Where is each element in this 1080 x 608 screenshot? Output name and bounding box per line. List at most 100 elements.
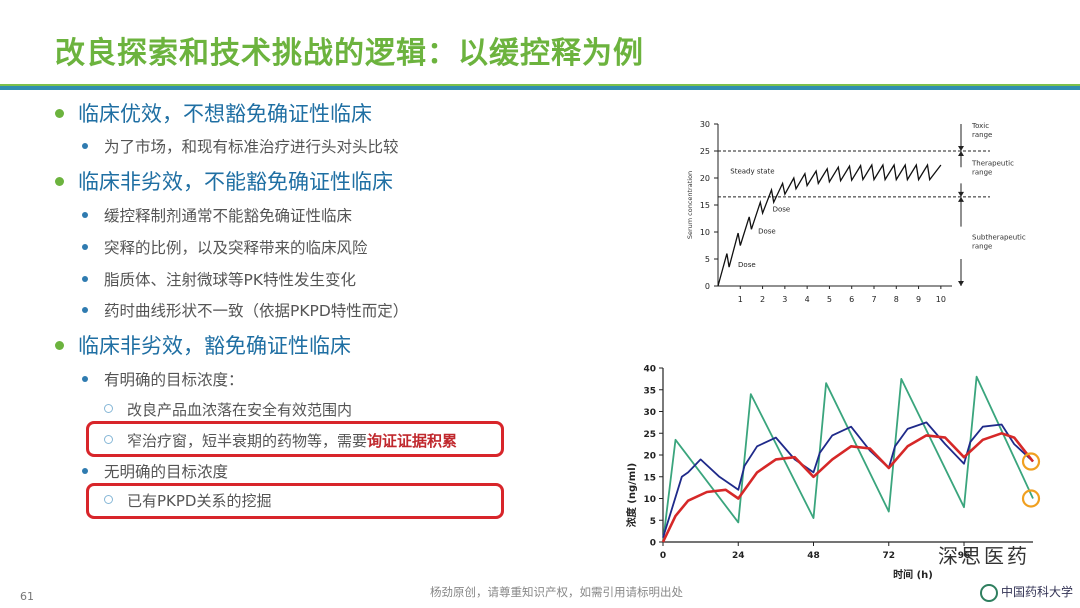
y-axis-label: 浓度 (ng/ml)	[625, 463, 638, 527]
x-tick-label: 0	[660, 551, 666, 561]
y-tick-label: 5	[650, 517, 656, 527]
logo-text: 中国药科大学	[1001, 585, 1074, 599]
x-tick-label: 5	[827, 295, 832, 304]
y-tick-label: 5	[705, 255, 710, 264]
bullet-noninferior-not-exempt: 临床非劣效，不能豁免确证性临床	[55, 166, 393, 196]
sub-bullet: 突释的比例，以及突释带来的临床风险	[82, 236, 368, 258]
x-tick-label: 72	[882, 551, 895, 561]
bullet-text: 无明确的目标浓度	[104, 463, 229, 481]
series-red-curve	[661, 432, 1035, 543]
series-blue-curve	[662, 421, 1034, 538]
concentration-curve	[717, 163, 942, 287]
y-tick-label: 35	[643, 386, 656, 396]
highlight-circle	[1021, 452, 1041, 471]
bullet-text: 改良产品血浓落在安全有效范围内	[127, 401, 353, 419]
bullet-dot-icon	[82, 142, 88, 149]
bullet-dot-icon	[82, 275, 88, 282]
y-tick-label: 30	[700, 120, 710, 129]
x-tick-label: 3	[782, 295, 787, 304]
page-number: 61	[20, 590, 34, 603]
sub-bullet: 缓控释制剂通常不能豁免确证性临床	[82, 204, 352, 226]
bullet-text: 临床优效，不想豁免确证性临床	[78, 102, 372, 126]
subtherapeutic-range-label: Subtherapeutic	[972, 234, 1026, 242]
sub-bullet: 为了市场，和现有标准治疗进行头对头比较	[82, 135, 399, 157]
bullet-text: 脂质体、注射微球等PK特性发生变化	[104, 271, 357, 289]
ring-bullet-icon	[104, 404, 113, 413]
x-axis-label: 时间 (h)	[893, 568, 933, 581]
subtherapeutic-range-label: range	[972, 243, 992, 251]
therapeutic-arrow-down-head	[958, 191, 964, 197]
bullet-text: 药时曲线形状不一致（依据PKPD特性而定）	[104, 302, 409, 320]
bullet-dot-icon	[55, 108, 64, 118]
y-tick-label: 15	[643, 473, 656, 483]
highlight-box	[86, 421, 504, 457]
annotation-steady-state: Steady state	[730, 168, 774, 176]
bullet-text: 有明确的目标浓度：	[104, 371, 244, 389]
sub-bullet: 有明确的目标浓度：	[82, 368, 244, 390]
bullet-text: 临床非劣效，不能豁免确证性临床	[78, 170, 393, 194]
watermark: 深思医药	[938, 544, 1030, 568]
bullet-text: 为了市场，和现有标准治疗进行头对头比较	[104, 138, 399, 156]
x-tick-label: 2	[760, 295, 765, 304]
bullet-dot-icon	[55, 176, 64, 186]
steady-state-chart: 0 5 10 15 20 25 30 1 2 3 4 5 6 7 8 9 10 Serum concentrati…	[686, 120, 1026, 304]
ring-bullet-icon	[104, 435, 113, 444]
sub-sub-bullet: 已有PKPD关系的挖掘	[104, 490, 271, 511]
sub-bullet: 无明确的目标浓度	[82, 460, 228, 482]
x-tick-label: 48	[807, 551, 820, 561]
bullet-dot-icon	[82, 375, 88, 382]
bullet-text: 临床非劣效，豁免确证性临床	[78, 334, 351, 358]
y-axis-label: Serum concentration	[686, 171, 694, 239]
bullet-list: 临床优效，不想豁免确证性临床 为了市场，和现有标准治疗进行头对头比较 临床非劣效…	[55, 98, 504, 519]
x-tick-label: 10	[936, 295, 946, 304]
university-logo: 中国药科大学	[980, 583, 1073, 602]
y-tick-label: 40	[643, 365, 656, 375]
y-tick-label: 20	[700, 174, 710, 183]
x-tick-label: 8	[894, 295, 899, 304]
toxic-range-label: range	[972, 131, 992, 139]
bullet-text: 已有PKPD关系的挖掘	[127, 492, 272, 510]
y-tick-label: 25	[643, 430, 656, 440]
sub-sub-bullet: 窄治疗窗，短半衰期的药物等，需要询证证据积累	[104, 430, 457, 451]
sub-sub-bullet: 改良产品血浓落在安全有效范围内	[104, 399, 352, 420]
highlight-circle	[1021, 489, 1041, 508]
series-green-curve	[662, 375, 1034, 543]
x-tick-label: 6	[849, 295, 854, 304]
y-tick-label: 0	[650, 539, 656, 549]
y-tick-label: 30	[643, 408, 656, 418]
bullet-dot-icon	[82, 467, 88, 474]
sub-bullet: 药时曲线形状不一致（依据PKPD特性而定）	[82, 299, 408, 321]
bullet-dot-icon	[82, 211, 88, 218]
x-tick-label: 7	[871, 295, 876, 304]
annotation-dose: Dose	[758, 228, 776, 236]
sub-bullet: 脂质体、注射微球等PK特性发生变化	[82, 268, 356, 290]
therapeutic-arrow-up-head	[958, 151, 964, 156]
copyright-footer: 杨劲原创，请尊重知识产权，如需引用请标明出处	[430, 585, 683, 599]
toxic-arrow-head	[958, 146, 964, 151]
y-tick-label: 10	[700, 228, 710, 237]
concentration-time-chart: 0 5 10 15 20 25 30 35 40 0 24 48 72 96 时间 (h) 浓度 (ng/ml…	[625, 365, 1041, 581]
slide-title: 改良探索和技术挑战的逻辑：以缓控释为例	[55, 36, 644, 71]
bullet-text: 窄治疗窗，短半衰期的药物等，需要	[127, 432, 368, 450]
x-tick-label: 24	[732, 551, 745, 561]
sub-arrow-down-head	[958, 281, 964, 286]
y-tick-label: 25	[700, 147, 710, 156]
y-tick-label: 15	[700, 201, 710, 210]
title-divider	[0, 84, 1080, 90]
bullet-superiority: 临床优效，不想豁免确证性临床	[55, 98, 372, 128]
x-tick-label: 4	[805, 295, 810, 304]
x-tick-label: 1	[738, 295, 743, 304]
x-tick-label: 96	[958, 551, 971, 561]
bullet-text: 缓控释制剂通常不能豁免确证性临床	[104, 207, 353, 225]
annotation-dose: Dose	[773, 205, 791, 213]
y-tick-label: 10	[643, 495, 656, 505]
bullet-dot-icon	[82, 243, 88, 250]
highlight-box	[86, 483, 504, 519]
y-tick-label: 20	[643, 452, 656, 462]
therapeutic-range-label: range	[972, 169, 992, 177]
y-tick-label: 0	[705, 282, 710, 291]
sub-arrow-up-head	[958, 196, 964, 202]
bullet-dot-icon	[82, 306, 88, 313]
bullet-text: 突释的比例，以及突释带来的临床风险	[104, 239, 368, 257]
university-seal-icon	[980, 583, 998, 602]
